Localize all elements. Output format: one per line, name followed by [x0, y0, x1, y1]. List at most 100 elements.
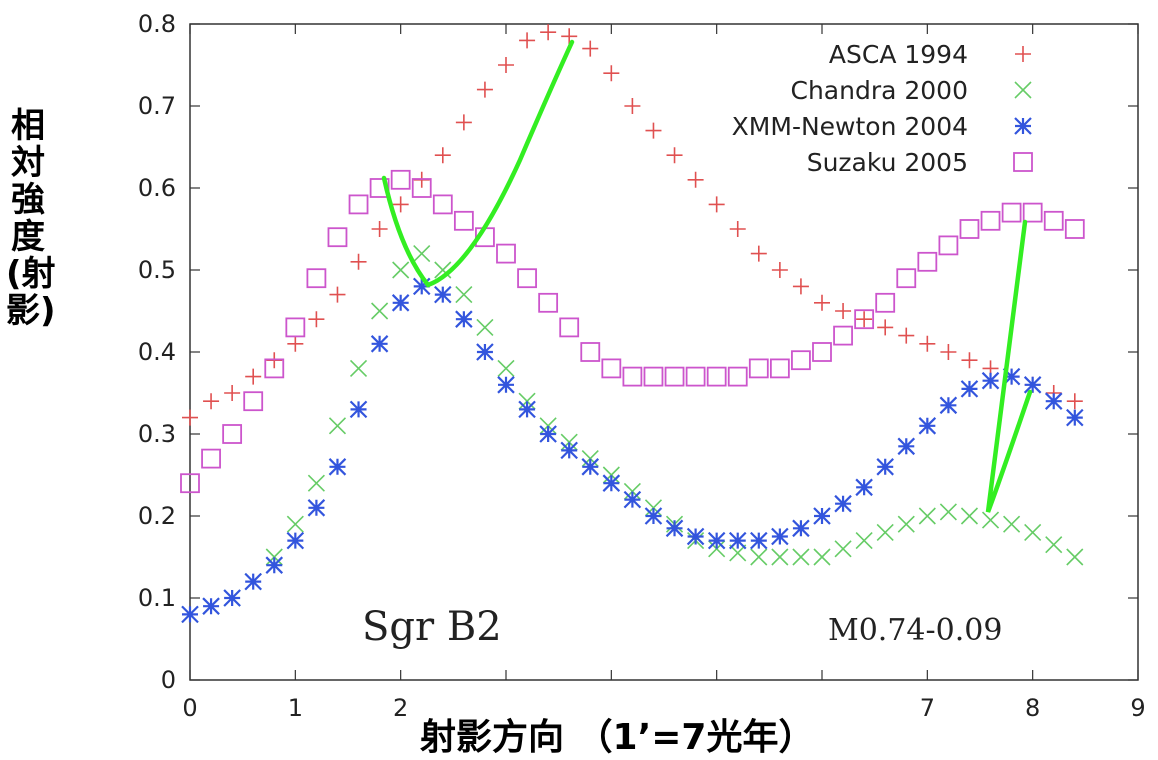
y-tick-label: 0.2	[138, 502, 176, 530]
legend-marker	[1014, 117, 1032, 135]
data-point	[792, 278, 809, 295]
data-point	[624, 98, 641, 114]
data-point	[771, 548, 789, 566]
data-point	[540, 24, 557, 41]
data-point	[392, 261, 410, 279]
data-point	[855, 478, 873, 497]
data-point	[791, 350, 811, 371]
data-point	[917, 251, 938, 272]
data-point	[939, 503, 957, 521]
data-point	[602, 474, 621, 492]
data-point	[1043, 210, 1064, 231]
data-point	[601, 358, 622, 379]
data-point	[539, 417, 557, 435]
y-tick-label: 0.7	[138, 92, 176, 120]
data-point	[243, 391, 264, 412]
data-point	[814, 294, 830, 311]
data-point	[1024, 523, 1042, 541]
legend-label: Suzaku 2005	[807, 148, 968, 177]
data-point	[287, 335, 304, 352]
data-point	[476, 318, 494, 336]
data-point	[708, 540, 726, 558]
data-point	[307, 499, 326, 517]
data-point	[349, 400, 368, 419]
data-point	[181, 605, 199, 624]
data-point	[561, 28, 578, 45]
y-tick-label: 0.3	[138, 420, 176, 448]
data-point	[854, 309, 875, 330]
data-point	[940, 344, 957, 360]
legend-label: Chandra 2000	[790, 76, 968, 105]
data-point	[539, 425, 557, 443]
data-point	[727, 366, 748, 387]
data-point	[349, 359, 368, 377]
data-point	[308, 311, 325, 328]
data-point	[896, 268, 917, 289]
data-point	[286, 531, 305, 550]
data-point	[833, 325, 853, 346]
data-point	[623, 482, 641, 500]
plot-frame: 0 1 2 7 8 9 0 0.1 0.2 0.3 0.4 0.5 0.6 0.7 0.8	[138, 10, 1146, 722]
data-point	[432, 194, 453, 215]
data-point	[328, 458, 347, 476]
x-tick-label: 9	[1130, 694, 1145, 722]
data-point	[813, 507, 831, 525]
data-point	[1066, 548, 1084, 566]
data-point	[455, 286, 473, 304]
data-point	[664, 366, 685, 387]
data-point	[560, 441, 578, 460]
data-point	[834, 494, 852, 513]
data-point	[265, 556, 284, 574]
data-point	[413, 245, 431, 263]
data-point	[1045, 536, 1063, 554]
data-point	[876, 458, 894, 476]
data-point	[476, 343, 494, 361]
data-point	[392, 196, 409, 213]
y-tick-label: 0	[161, 666, 176, 694]
data-point	[371, 302, 389, 320]
data-point	[328, 417, 347, 435]
data-point	[750, 548, 768, 566]
annotation-sgr-b2: Sgr B2	[362, 604, 502, 650]
green-stroke-mark	[985, 219, 1033, 513]
data-point	[1003, 515, 1021, 533]
y-tick-label: 0.4	[138, 338, 176, 366]
data-point	[771, 527, 789, 546]
data-point	[264, 358, 285, 379]
x-tick-label: 2	[393, 694, 408, 722]
data-point	[245, 368, 262, 385]
legend-marker	[1015, 46, 1031, 62]
legend-label: ASCA 1994	[829, 40, 968, 69]
data-point	[602, 466, 620, 484]
y-tick-label: 0.5	[138, 256, 176, 284]
annotation-group: Sgr B2 M0.74-0.09	[362, 39, 1033, 650]
data-point	[877, 319, 894, 336]
data-point	[306, 268, 327, 289]
data-point	[687, 171, 704, 188]
data-point	[919, 335, 936, 352]
data-point	[666, 147, 683, 164]
data-point	[434, 147, 451, 164]
plot-border	[189, 23, 1139, 681]
data-point	[981, 371, 1000, 390]
data-point	[981, 511, 1000, 529]
data-point	[203, 393, 220, 410]
data-point	[771, 262, 788, 278]
data-point	[498, 57, 514, 73]
data-point	[1001, 202, 1022, 223]
data-point	[750, 245, 767, 262]
data-point	[517, 268, 537, 289]
data-point	[918, 417, 937, 435]
data-point	[411, 178, 432, 198]
data-point	[1066, 393, 1083, 410]
data-point	[835, 303, 852, 319]
data-point	[455, 114, 472, 131]
data-point	[938, 235, 959, 256]
series-3	[180, 169, 1085, 494]
data-point	[644, 499, 663, 517]
data-point	[834, 540, 852, 558]
x-tick-label: 1	[288, 694, 303, 722]
data-point	[729, 221, 746, 237]
data-point	[412, 277, 431, 296]
data-point	[559, 317, 580, 338]
